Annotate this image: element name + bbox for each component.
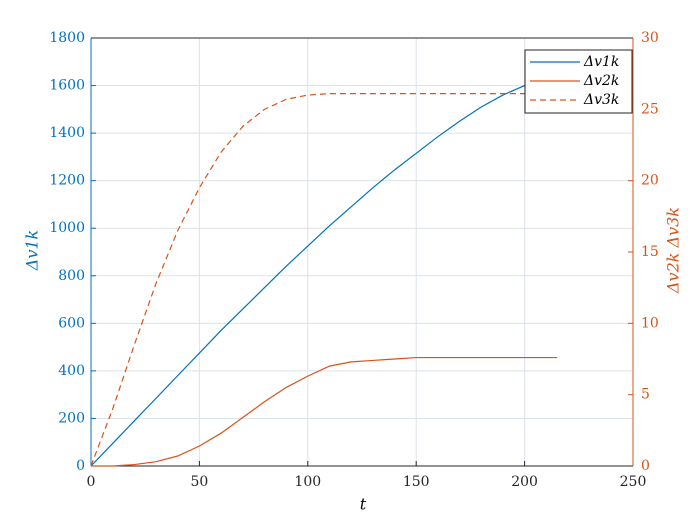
y-axis-label: Δv1k [23,230,42,271]
y-tick-label: 1800 [49,30,85,46]
y-tick-label: 1000 [49,220,85,236]
series-line [90,74,558,467]
y-tick-label: 800 [58,268,85,284]
y2-axis-label: Δv2k Δv3k [664,207,683,294]
x-tick-label: 150 [403,474,430,490]
x-axis-label: t [360,495,367,514]
y-tick-label: 200 [58,410,85,426]
y-tick-label: 400 [58,363,85,379]
y-tick-label: 1400 [49,125,85,141]
legend-label: Δv2k [583,73,619,89]
y-tick-label: 1600 [49,78,85,94]
y2-tick-label: 5 [641,387,650,403]
x-tick-label: 100 [294,474,321,490]
x-tick-label: 200 [511,474,538,490]
x-tick-label: 0 [87,474,96,490]
series-line [91,356,558,467]
legend-label: Δv3k [583,92,619,108]
x-tick-label: 250 [620,474,647,490]
y2-tick-label: 10 [641,315,659,331]
y-tick-label: 0 [76,458,85,474]
y-tick-label: 1200 [49,173,85,189]
y2-tick-label: 20 [641,173,659,189]
y2-tick-label: 15 [641,244,659,260]
series-line [90,93,558,467]
y2-tick-label: 30 [641,30,659,46]
legend-label: Δv1k [583,54,619,70]
y-tick-label: 600 [58,315,85,331]
y2-tick-label: 0 [641,458,650,474]
x-tick-label: 50 [190,474,208,490]
y2-tick-label: 25 [641,101,659,117]
